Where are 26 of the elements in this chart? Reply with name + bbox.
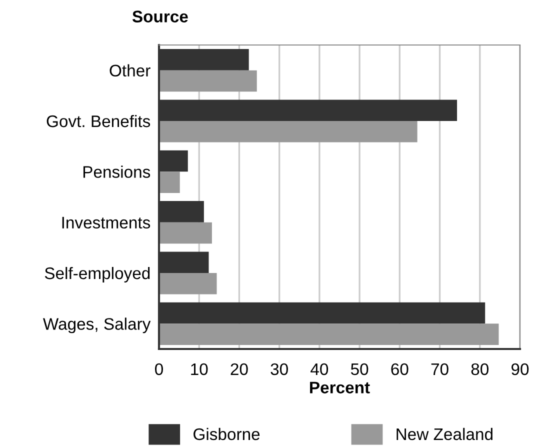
legend-label: New Zealand [396,428,492,440]
bar [159,121,418,142]
bar [159,222,212,244]
x-tick-label: 50 [350,363,368,376]
x-tick-label: 80 [471,363,489,376]
x-tick-label: 10 [191,363,208,376]
bar [159,324,499,345]
y-tick-label: Wages, Salary [42,318,151,334]
y-axis-title: Source [132,10,188,22]
y-tick-label: Pensions [83,166,150,178]
y-tick-label: Investments [62,216,150,229]
x-tick-label: 20 [230,363,248,376]
x-tick-label: 60 [391,363,408,376]
bar [159,273,217,294]
y-tick-label: Other [110,64,150,77]
bar [159,172,180,193]
x-tick-label: 40 [310,363,328,376]
x-axis-title: Percent [310,382,370,394]
x-tick-label: 90 [512,363,529,376]
x-tick-label: 70 [431,363,448,376]
bar [159,70,257,92]
y-tick-label: Govt. Benefits [46,114,150,128]
legend-label: Gisborne [194,428,260,440]
y-tick-label: Self-employed [44,266,150,282]
x-tick-label: 0 [155,363,163,376]
x-tick-label: 30 [270,363,288,376]
